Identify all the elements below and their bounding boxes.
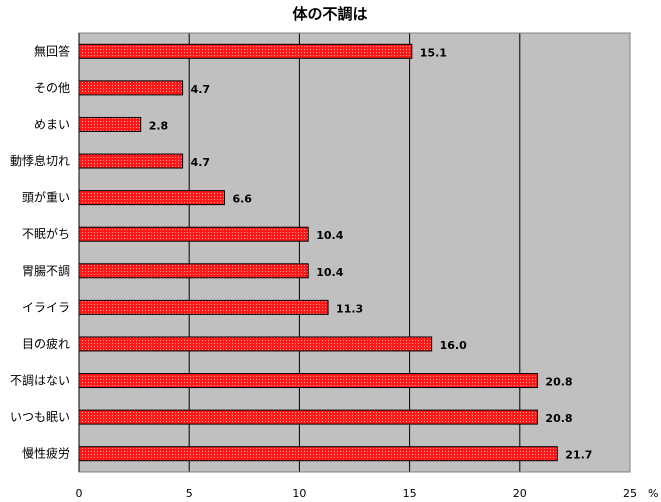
bar	[78, 373, 538, 389]
value-label: 20.8	[545, 412, 572, 425]
category-label: 無回答	[34, 43, 70, 58]
value-label: 16.0	[440, 339, 467, 352]
plot-area	[79, 33, 630, 472]
value-label: 4.7	[191, 83, 211, 96]
category-label: 動悸息切れ	[10, 153, 70, 168]
value-label: 15.1	[420, 46, 447, 59]
x-tick-label: 15	[403, 487, 417, 500]
category-label: 不眠がち	[22, 226, 70, 241]
x-tick-label: 0	[76, 487, 83, 500]
category-label: いつも眠い	[10, 410, 70, 424]
bar	[78, 226, 309, 242]
x-tick-label: 25	[623, 487, 637, 500]
bar	[78, 299, 329, 315]
bar	[78, 190, 225, 206]
chart-title: 体の不調は	[292, 5, 367, 23]
category-label: イライラ	[22, 300, 70, 314]
value-labels: 15.1 4.7 2.8 4.7 6.6 10.4 10.4 11.3 16.0 20.8 20.8…	[149, 46, 593, 461]
value-label: 4.7	[191, 156, 211, 169]
x-tick-label: 5	[186, 487, 193, 500]
bar	[78, 336, 433, 352]
category-label: その他	[34, 81, 70, 95]
x-tick-label: 20	[513, 487, 527, 500]
value-label: 10.4	[316, 266, 343, 279]
value-label: 2.8	[149, 119, 169, 132]
bars	[78, 43, 558, 462]
category-label: 目の疲れ	[22, 336, 70, 351]
category-label: 不調はない	[10, 374, 70, 388]
x-tick-label: 10	[292, 487, 306, 500]
bar	[78, 116, 142, 132]
x-axis-ticks: 0 5 10 15 20 25	[76, 487, 638, 500]
category-label: 胃腸不調	[22, 264, 70, 278]
bar	[78, 446, 558, 462]
category-label: 慢性疲労	[22, 446, 70, 461]
bar	[78, 409, 538, 425]
x-axis-unit: %	[648, 487, 658, 500]
category-labels: 無回答その他めまい動悸息切れ頭が重い不眠がち胃腸不調イライラ目の疲れ不調はないい…	[10, 43, 70, 460]
category-label: めまい	[34, 117, 70, 131]
bar	[78, 80, 184, 96]
bar	[78, 43, 413, 59]
value-label: 21.7	[565, 449, 592, 462]
bar	[78, 153, 184, 169]
bar	[78, 263, 309, 279]
category-label: 頭が重い	[22, 190, 70, 205]
value-label: 10.4	[316, 229, 343, 242]
gridlines	[78, 32, 631, 473]
value-label: 6.6	[232, 193, 252, 206]
value-label: 20.8	[545, 376, 572, 389]
value-label: 11.3	[336, 302, 363, 315]
